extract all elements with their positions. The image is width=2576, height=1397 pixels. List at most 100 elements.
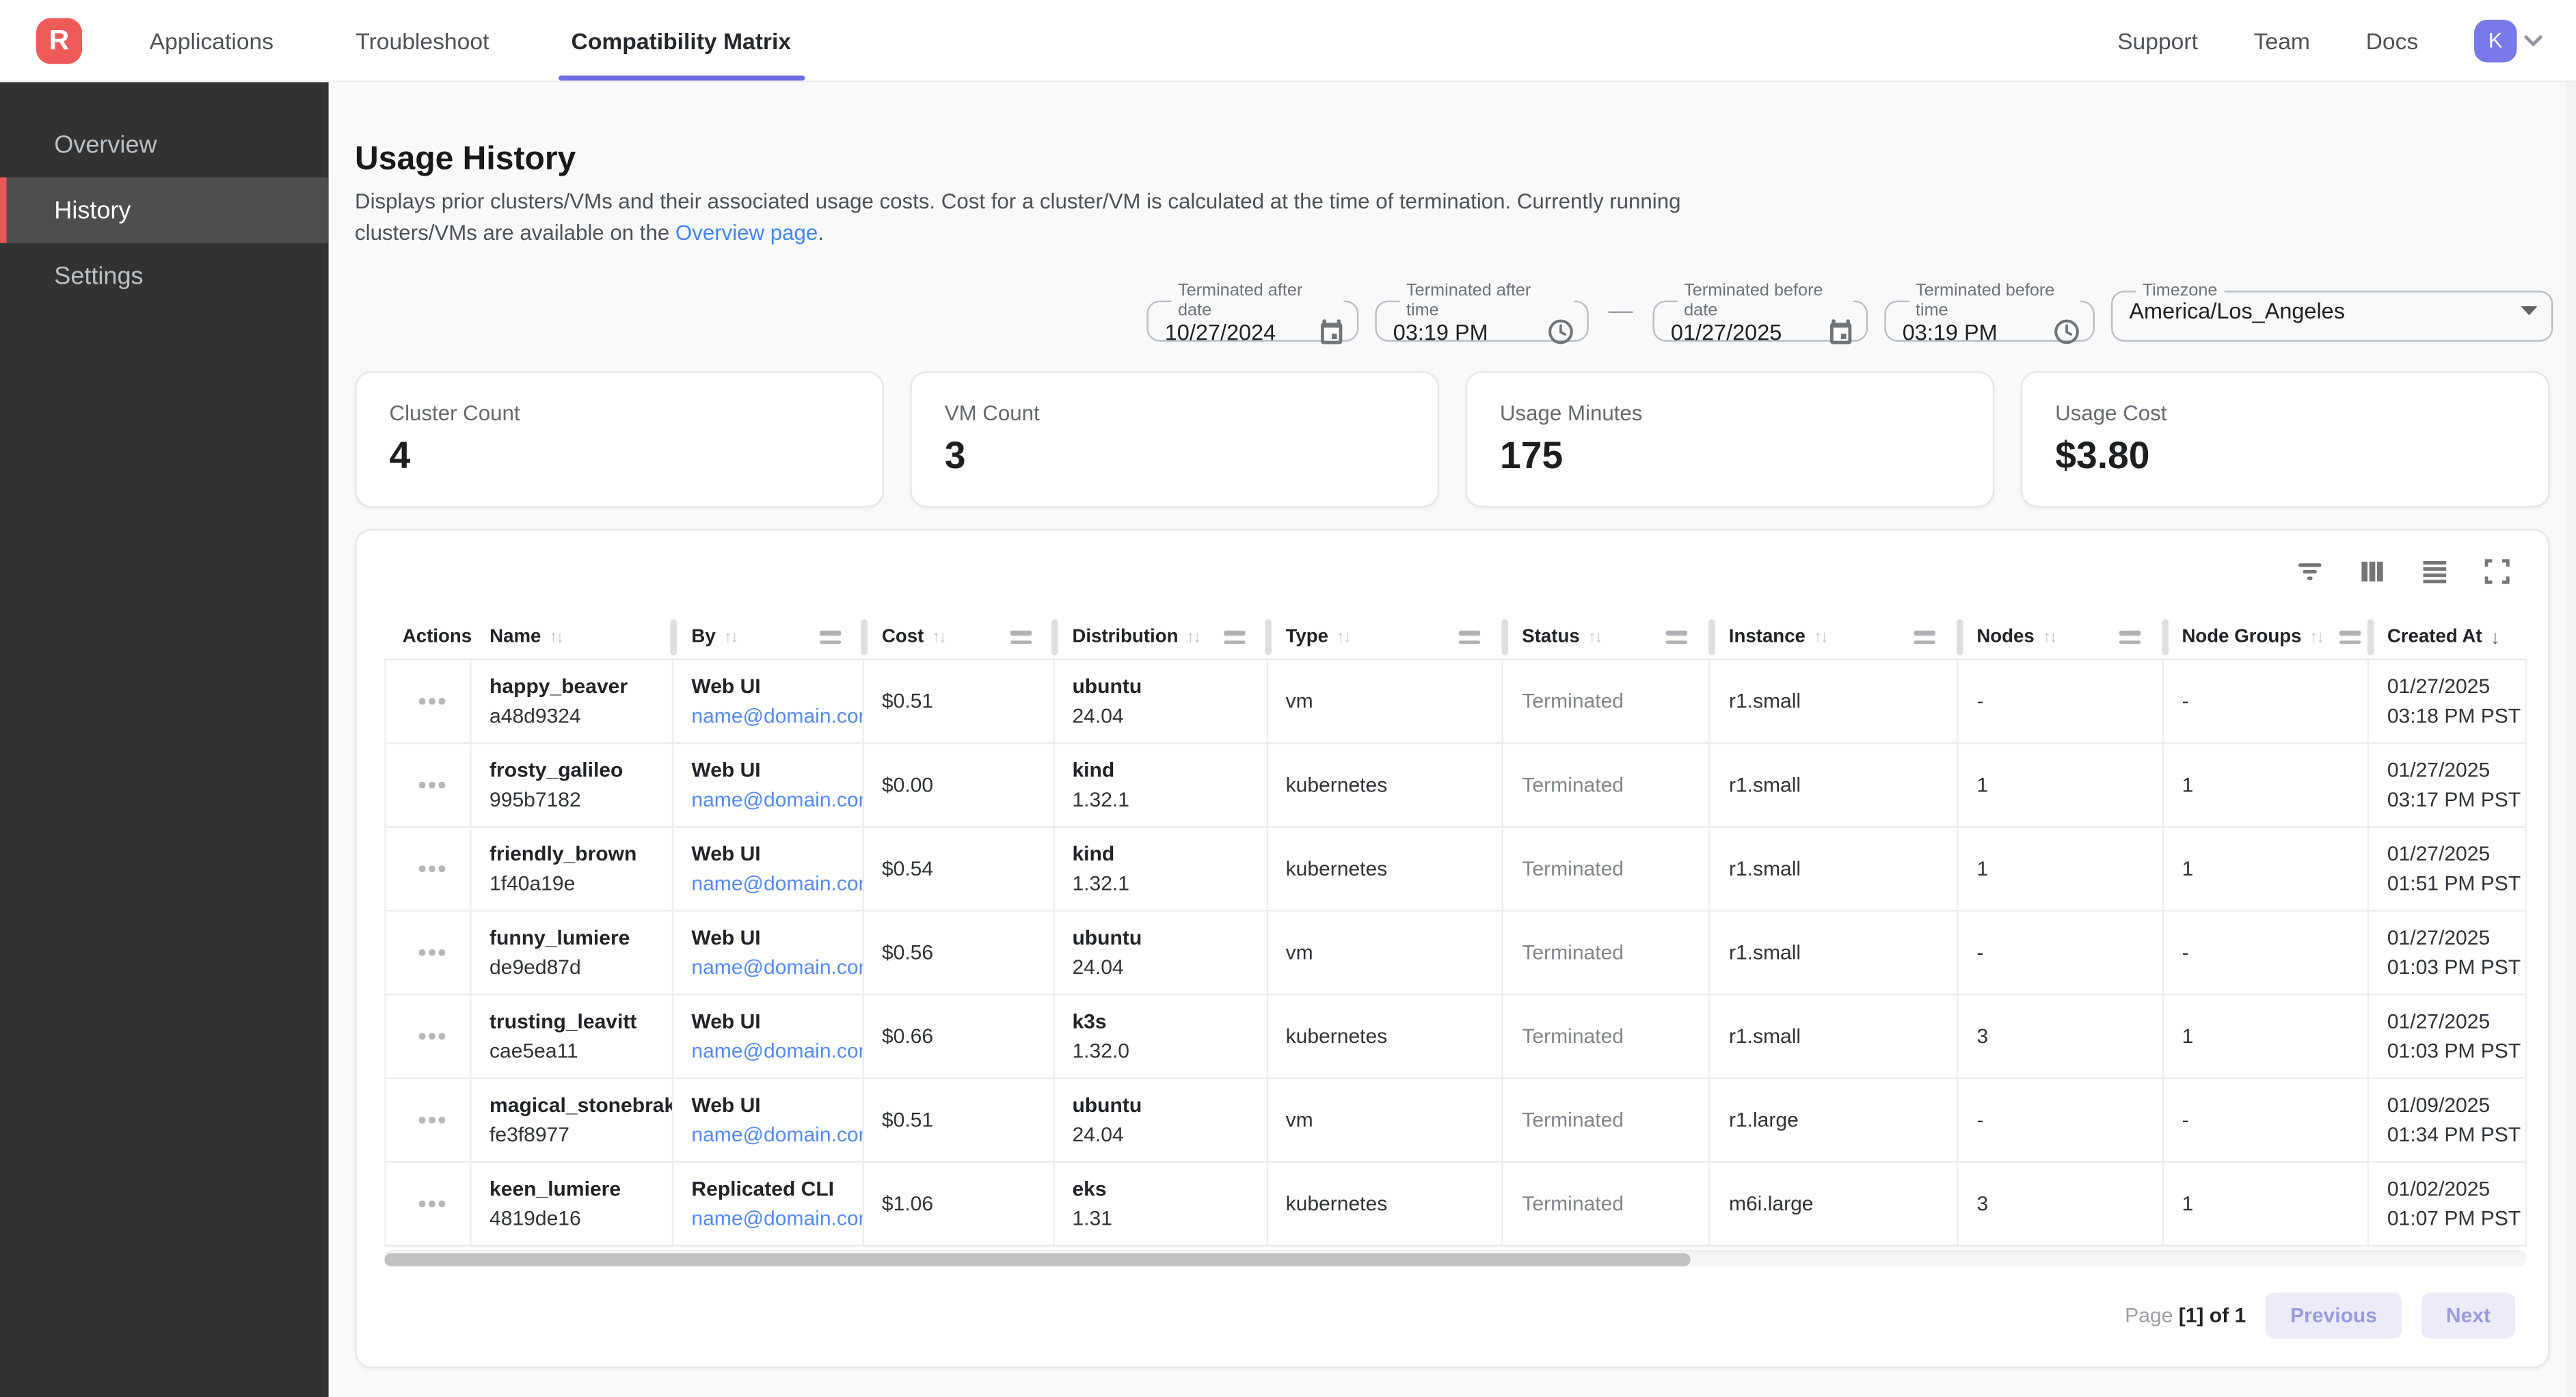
node_groups-text: 1 — [2182, 1192, 2194, 1216]
row-actions-button[interactable] — [416, 859, 448, 878]
column-menu-icon[interactable] — [1223, 630, 1245, 644]
calendar-icon[interactable] — [1829, 318, 1853, 344]
column-resize-handle[interactable] — [1051, 619, 1058, 655]
column-menu-icon[interactable] — [2119, 630, 2141, 644]
nav-link-team[interactable]: Team — [2253, 27, 2310, 54]
by-email-link[interactable]: name@domain.com — [691, 788, 864, 812]
row-actions-button[interactable] — [416, 776, 448, 795]
terminated-before-date-value[interactable]: 01/27/2025 — [1670, 319, 1782, 344]
row-actions-button[interactable] — [416, 1111, 448, 1130]
column-menu-icon[interactable] — [1010, 630, 1032, 644]
terminated-after-time-value[interactable]: 03:19 PM — [1393, 319, 1488, 344]
scrollbar-thumb[interactable] — [384, 1253, 1691, 1266]
terminated-after-date-value[interactable]: 10/27/2024 — [1164, 319, 1276, 344]
nav-link-support[interactable]: Support — [2117, 27, 2198, 54]
chevron-down-icon[interactable] — [2523, 33, 2543, 46]
dropdown-arrow-icon[interactable] — [2520, 306, 2538, 317]
column-header-created-at[interactable]: Created At ↓ — [2369, 616, 2527, 658]
cell-node_groups: 1 — [2164, 995, 2370, 1078]
column-header-nodes[interactable]: Nodes ↑↓ — [1959, 616, 2169, 658]
cell-cost: $0.56 — [863, 911, 1055, 994]
node_groups-text: 1 — [2182, 773, 2194, 797]
by-email-link[interactable]: name@domain.com — [691, 955, 864, 979]
version-text: 24.04 — [1072, 1123, 1124, 1147]
version-text: 24.04 — [1072, 704, 1124, 728]
column-header-distribution[interactable]: Distribution ↑↓ — [1054, 616, 1272, 658]
sidebar-item-history[interactable]: History — [0, 177, 329, 243]
column-resize-handle[interactable] — [861, 619, 868, 655]
column-resize-handle[interactable] — [1501, 619, 1508, 655]
column-resize-handle[interactable] — [2161, 619, 2169, 655]
row-actions-button[interactable] — [416, 692, 448, 711]
previous-page-button[interactable]: Previous — [2266, 1292, 2402, 1339]
distribution-text: k3s — [1072, 1009, 1107, 1033]
column-resize-handle[interactable] — [1265, 619, 1272, 655]
sidebar-item-settings[interactable]: Settings — [54, 262, 144, 290]
next-page-button[interactable]: Next — [2421, 1292, 2516, 1339]
columns-icon[interactable] — [2357, 557, 2387, 586]
column-header-type[interactable]: Type ↑↓ — [1267, 616, 1508, 658]
terminated-before-date-field[interactable]: Terminated before date 01/27/2025 — [1652, 280, 1868, 344]
cell-cost: $0.00 — [863, 744, 1055, 826]
terminated-before-time-label: Terminated before time — [1915, 280, 2055, 321]
column-header-instance[interactable]: Instance ↑↓ — [1710, 616, 1963, 658]
user-avatar[interactable]: K — [2474, 18, 2517, 62]
nav-link-docs[interactable]: Docs — [2365, 27, 2419, 54]
nav-item-applications[interactable]: Applications — [149, 27, 274, 54]
density-icon[interactable] — [2420, 557, 2450, 586]
terminated-after-date-field[interactable]: Terminated after date 10/27/2024 — [1146, 280, 1359, 344]
timezone-value[interactable]: America/Los_Angeles — [2129, 299, 2345, 324]
terminated-before-time-value[interactable]: 03:19 PM — [1902, 319, 1998, 344]
by-email-link[interactable]: name@domain.com — [691, 872, 864, 895]
cell-name: friendly_brown 1f40a19e — [472, 828, 673, 910]
terminated-before-time-field[interactable]: Terminated before time 03:19 PM — [1884, 280, 2095, 344]
created-date-text: 01/27/2025 — [2387, 675, 2491, 698]
nav-item-compatibility-matrix[interactable]: Compatibility Matrix — [558, 0, 804, 81]
overview-page-link[interactable]: Overview page — [675, 220, 818, 245]
column-header-node-groups[interactable]: Node Groups ↑↓ — [2164, 616, 2374, 658]
created-time-text: 01:03 PM PST — [2387, 1040, 2521, 1063]
by-email-link[interactable]: name@domain.com — [691, 704, 864, 728]
column-menu-icon[interactable] — [1666, 630, 1688, 644]
by-email-link[interactable]: name@domain.com — [691, 1207, 864, 1230]
column-menu-icon[interactable] — [1459, 630, 1481, 644]
version-text: 1.31 — [1072, 1207, 1112, 1230]
cell-name: keen_lumiere 4819de16 — [472, 1163, 673, 1245]
column-menu-icon[interactable] — [1914, 630, 1936, 644]
row-actions-button[interactable] — [416, 1195, 448, 1214]
column-resize-handle[interactable] — [671, 619, 677, 655]
column-header-name[interactable]: Name ↑↓ — [472, 616, 677, 658]
table-row: funny_lumiere de9ed87d Web UI name@domain.c… — [384, 911, 2527, 996]
sidebar-item-overview[interactable]: Overview — [54, 131, 157, 159]
secondary-nav: Support Team Docs K — [2117, 18, 2543, 62]
by-email-link[interactable]: name@domain.com — [691, 1040, 864, 1063]
column-resize-handle[interactable] — [1708, 619, 1715, 655]
created-date-text: 01/27/2025 — [2387, 1009, 2491, 1033]
page-scrollbar-track[interactable] — [2566, 82, 2576, 1397]
created-date-text: 01/27/2025 — [2387, 759, 2491, 782]
replicated-logo[interactable]: R — [36, 17, 83, 64]
by-email-link[interactable]: name@domain.com — [691, 1123, 864, 1147]
calendar-icon[interactable] — [1319, 318, 1344, 344]
fullscreen-icon[interactable] — [2482, 557, 2512, 586]
column-resize-handle[interactable] — [2366, 619, 2374, 655]
clock-icon[interactable] — [1548, 318, 1574, 344]
terminated-after-time-field[interactable]: Terminated after time 03:19 PM — [1375, 280, 1589, 344]
clock-icon[interactable] — [2054, 318, 2080, 344]
column-header-cost[interactable]: Cost ↑↓ — [863, 616, 1058, 658]
column-menu-icon[interactable] — [2339, 630, 2361, 644]
nav-item-troubleshoot[interactable]: Troubleshoot — [355, 27, 489, 54]
column-header-status[interactable]: Status ↑↓ — [1504, 616, 1715, 658]
timezone-select[interactable]: Timezone America/Los_Angeles — [2110, 280, 2553, 342]
type-text: vm — [1285, 940, 1313, 964]
horizontal-scrollbar[interactable] — [384, 1249, 2527, 1266]
column-resize-handle[interactable] — [1956, 619, 1963, 655]
filter-icon[interactable] — [2295, 557, 2324, 586]
distribution-text: ubuntu — [1072, 926, 1142, 949]
column-menu-icon[interactable] — [819, 630, 841, 644]
row-actions-button[interactable] — [416, 1027, 448, 1046]
cell-by: Web UI name@domain.com — [673, 744, 864, 826]
column-header-by[interactable]: By ↑↓ — [673, 616, 868, 658]
row-actions-button[interactable] — [416, 943, 448, 962]
page-description: Displays prior clusters/VMs and their as… — [355, 186, 1680, 248]
